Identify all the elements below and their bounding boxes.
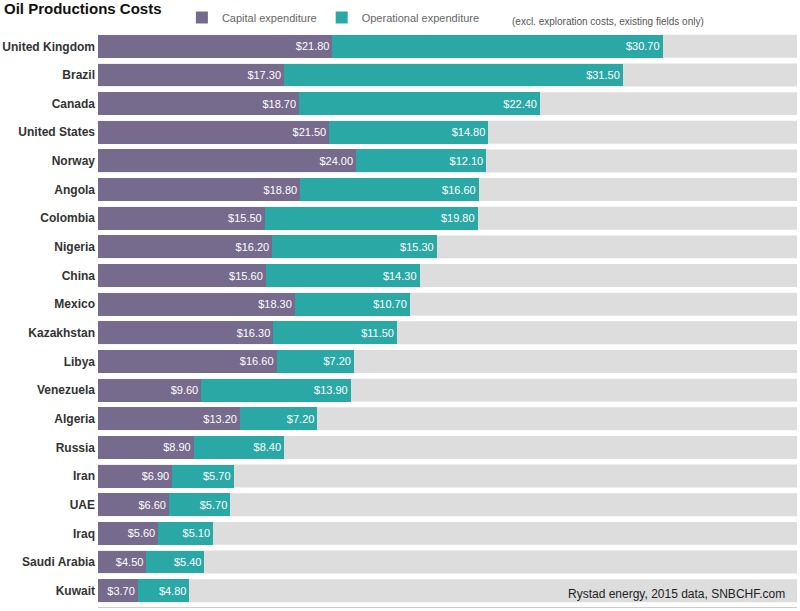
svg-text:Angola: Angola: [54, 183, 95, 197]
svg-text:$4.50: $4.50: [116, 556, 144, 568]
svg-text:$31.50: $31.50: [586, 69, 620, 81]
svg-text:$18.30: $18.30: [258, 298, 292, 310]
svg-text:Saudi Arabia: Saudi Arabia: [22, 555, 95, 569]
svg-text:Libya: Libya: [64, 355, 96, 369]
svg-text:Canada: Canada: [52, 97, 96, 111]
svg-text:Algeria: Algeria: [54, 412, 95, 426]
svg-text:$21.50: $21.50: [293, 126, 327, 138]
svg-text:$7.20: $7.20: [287, 413, 315, 425]
svg-text:$15.50: $15.50: [228, 212, 262, 224]
svg-text:UAE: UAE: [70, 498, 95, 512]
svg-text:Russia: Russia: [56, 441, 96, 455]
svg-text:$5.60: $5.60: [128, 527, 156, 539]
svg-text:United States: United States: [18, 125, 95, 139]
svg-text:$7.20: $7.20: [323, 355, 351, 367]
svg-text:$18.80: $18.80: [264, 184, 298, 196]
svg-text:China: China: [62, 269, 96, 283]
svg-text:$19.80: $19.80: [441, 212, 475, 224]
svg-text:$16.60: $16.60: [240, 355, 274, 367]
svg-text:$10.70: $10.70: [373, 298, 407, 310]
svg-text:$11.50: $11.50: [361, 327, 394, 339]
svg-text:$5.70: $5.70: [203, 470, 231, 482]
svg-text:$16.30: $16.30: [237, 327, 271, 339]
svg-text:$13.20: $13.20: [203, 413, 237, 425]
svg-text:$5.70: $5.70: [200, 499, 228, 511]
svg-text:Nigeria: Nigeria: [54, 240, 95, 254]
svg-text:Capital expenditure: Capital expenditure: [222, 12, 317, 24]
svg-text:(excl. exploration costs, exis: (excl. exploration costs, existing field…: [512, 16, 704, 27]
svg-text:$5.40: $5.40: [174, 556, 202, 568]
svg-text:$17.30: $17.30: [247, 69, 281, 81]
svg-text:Iraq: Iraq: [73, 527, 95, 541]
svg-text:$13.90: $13.90: [314, 384, 348, 396]
svg-text:$30.70: $30.70: [626, 40, 660, 52]
svg-text:$21.80: $21.80: [296, 40, 330, 52]
svg-text:United Kingdom: United Kingdom: [2, 40, 95, 54]
svg-text:$6.60: $6.60: [138, 499, 166, 511]
svg-text:$15.60: $15.60: [229, 270, 263, 282]
svg-text:Oil Productions Costs: Oil Productions Costs: [4, 0, 162, 17]
svg-text:$6.90: $6.90: [142, 470, 170, 482]
svg-text:Iran: Iran: [73, 469, 95, 483]
svg-text:$14.30: $14.30: [383, 270, 417, 282]
svg-text:Norway: Norway: [52, 154, 96, 168]
svg-text:$8.90: $8.90: [163, 441, 191, 453]
svg-text:$18.70: $18.70: [262, 98, 296, 110]
svg-text:$24.00: $24.00: [319, 155, 353, 167]
svg-text:$9.60: $9.60: [171, 384, 199, 396]
svg-text:Operational expenditure: Operational expenditure: [362, 12, 479, 24]
svg-text:Kazakhstan: Kazakhstan: [28, 326, 95, 340]
svg-text:$4.80: $4.80: [159, 585, 187, 597]
svg-text:$14.80: $14.80: [452, 126, 486, 138]
svg-text:$16.20: $16.20: [236, 241, 270, 253]
svg-text:Colombia: Colombia: [40, 211, 95, 225]
svg-text:$16.60: $16.60: [442, 184, 476, 196]
svg-text:$12.10: $12.10: [450, 155, 484, 167]
svg-text:Brazil: Brazil: [62, 68, 95, 82]
svg-text:$5.10: $5.10: [183, 527, 211, 539]
svg-text:Mexico: Mexico: [54, 297, 95, 311]
svg-text:$15.30: $15.30: [400, 241, 434, 253]
svg-text:Kuwait: Kuwait: [56, 584, 95, 598]
svg-text:$8.40: $8.40: [254, 441, 282, 453]
svg-text:Rystad energy, 2015 data, SNBC: Rystad energy, 2015 data, SNBCHF.com: [568, 587, 785, 601]
svg-text:$22.40: $22.40: [503, 98, 537, 110]
svg-text:$3.70: $3.70: [107, 585, 135, 597]
svg-text:Venezuela: Venezuela: [37, 383, 95, 397]
